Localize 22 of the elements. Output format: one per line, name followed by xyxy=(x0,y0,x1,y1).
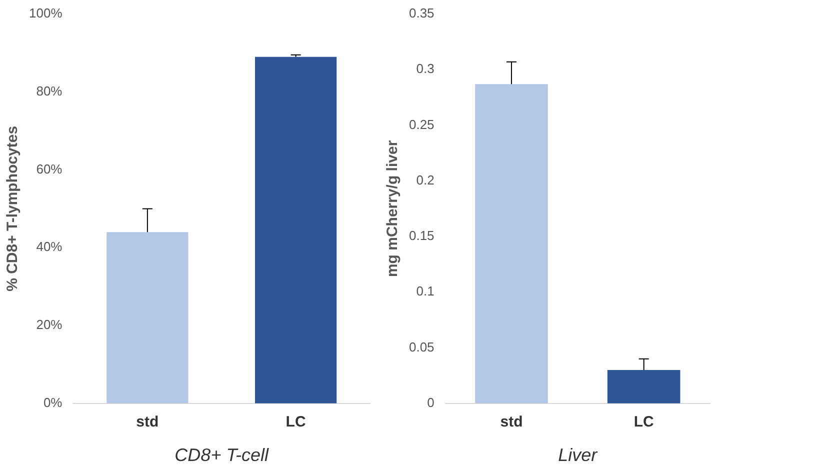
y-tick-label: 0.05 xyxy=(408,339,434,354)
y-tick-label: 0.35 xyxy=(408,6,434,21)
x-axis-title: Liver xyxy=(558,445,598,466)
y-tick-label: 0.1 xyxy=(416,284,434,299)
y-tick-label: 0.2 xyxy=(416,172,434,188)
y-tick-label: 0% xyxy=(43,394,63,410)
x-tick-label: LC xyxy=(286,414,306,431)
y-axis-title: % CD8+ T-lymphocytes xyxy=(4,126,22,292)
y-tick-label: 80% xyxy=(36,83,63,98)
y-axis-title: mg mCherry/g liver xyxy=(384,140,402,278)
x-tick-label: std xyxy=(500,414,523,431)
x-axis-title: CD8+ T-cell xyxy=(174,445,270,466)
y-tick-label: 0.15 xyxy=(408,228,434,244)
y-tick-label: 20% xyxy=(36,317,63,332)
y-tick-label: 0.3 xyxy=(416,61,434,76)
y-tick-label: 100% xyxy=(29,6,63,21)
y-tick-label: 0 xyxy=(427,394,434,410)
y-tick-label: 0.25 xyxy=(408,116,434,132)
y-tick-label: 40% xyxy=(36,239,63,254)
x-tick-label: std xyxy=(136,414,159,431)
y-tick-label: 60% xyxy=(36,161,63,176)
x-tick-label: LC xyxy=(634,414,654,431)
